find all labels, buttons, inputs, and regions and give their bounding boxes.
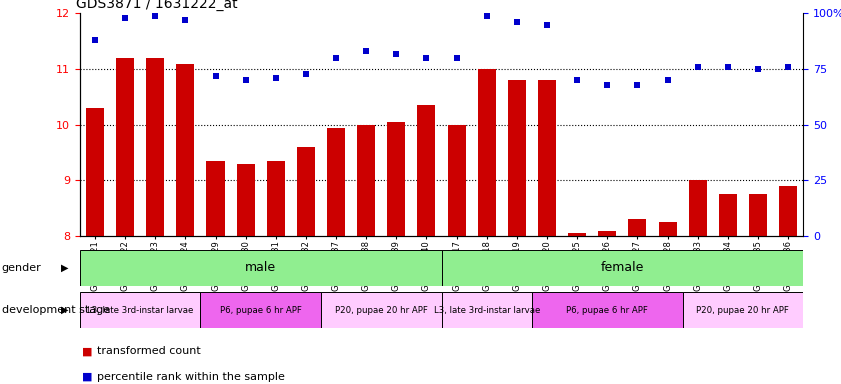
Bar [538,80,556,236]
Bar [146,58,164,236]
Bar [628,220,647,236]
Bar [321,292,442,328]
Bar [80,292,200,328]
Text: P20, pupae 20 hr APF: P20, pupae 20 hr APF [696,306,790,314]
Text: ■: ■ [82,346,93,356]
Bar [659,222,676,236]
Text: P6, pupae 6 hr APF: P6, pupae 6 hr APF [220,306,302,314]
Bar [508,80,526,236]
Bar [86,108,104,236]
Text: ▶: ▶ [61,263,69,273]
Text: ▶: ▶ [61,305,69,315]
Text: P6, pupae 6 hr APF: P6, pupae 6 hr APF [566,306,648,314]
Bar [236,164,255,236]
Text: P20, pupae 20 hr APF: P20, pupae 20 hr APF [335,306,428,314]
Bar [598,231,616,236]
Text: percentile rank within the sample: percentile rank within the sample [97,372,284,382]
Text: ■: ■ [82,372,93,382]
Bar [568,233,586,236]
Bar [206,161,225,236]
Bar [478,69,495,236]
Text: female: female [600,262,644,274]
Bar [417,105,436,236]
Bar [442,250,803,286]
Bar [297,147,315,236]
Bar [689,180,706,236]
Bar [177,64,194,236]
Bar [80,250,442,286]
Bar [748,194,767,236]
Text: male: male [245,262,277,274]
Text: GDS3871 / 1631222_at: GDS3871 / 1631222_at [77,0,238,11]
Bar [447,125,466,236]
Bar [683,292,803,328]
Bar [387,122,405,236]
Bar [116,58,134,236]
Text: transformed count: transformed count [97,346,200,356]
Bar [442,292,532,328]
Bar [719,194,737,236]
Bar [267,161,285,236]
Bar [779,186,797,236]
Text: L3, late 3rd-instar larvae: L3, late 3rd-instar larvae [434,306,540,314]
Bar [532,292,683,328]
Text: L3, late 3rd-instar larvae: L3, late 3rd-instar larvae [87,306,193,314]
Bar [327,127,345,236]
Text: gender: gender [2,263,41,273]
Bar [357,125,375,236]
Text: development stage: development stage [2,305,110,315]
Bar [200,292,321,328]
